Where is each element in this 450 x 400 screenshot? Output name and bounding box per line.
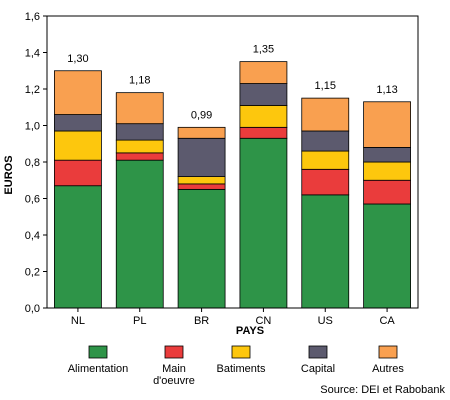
y-tick-label: 0,2 xyxy=(25,267,40,279)
y-tick-label: 0,6 xyxy=(25,194,40,206)
bar-segment-nl-1 xyxy=(54,159,102,187)
y-tick-label: 0,4 xyxy=(25,230,40,242)
y-tick-label: 0,0 xyxy=(25,303,40,315)
source-note: Source: DEI et Rabobank xyxy=(320,384,445,396)
bar-segment-cn-3 xyxy=(239,83,288,106)
bar-segment-us-2 xyxy=(301,150,350,170)
bar-segment-cn-2 xyxy=(239,105,288,128)
bar-segment-pl-2 xyxy=(115,139,164,154)
legend-swatch xyxy=(231,345,251,359)
y-axis-title: EUROS xyxy=(3,155,15,194)
legend-swatch xyxy=(164,345,184,359)
legend-label: Autres xyxy=(372,363,404,375)
x-tick-label: US xyxy=(318,315,333,327)
bar-segment-cn-4 xyxy=(239,61,288,84)
legend-label: Alimentation xyxy=(68,363,129,375)
x-axis-title: PAYS xyxy=(236,325,264,337)
bar-segment-ca-2 xyxy=(363,161,411,181)
y-tick-label: 1,2 xyxy=(25,84,40,96)
bar-total-label: 1,18 xyxy=(129,75,150,87)
legend: Alimentation Main d'oeuvre Batiments Capital… xyxy=(68,345,404,387)
bar-segment-us-3 xyxy=(301,130,350,152)
bar-segment-br-4 xyxy=(177,126,226,139)
axes-layer: 0,0 0,2 0,4 0,6 0,8 1,0 1,2 1,4 1,6 NL PL BR CN US CA xyxy=(25,11,419,327)
y-tick-label: 0,8 xyxy=(25,157,40,169)
bar-segment-us-1 xyxy=(301,168,350,196)
bar-segment-nl-4 xyxy=(54,70,102,115)
y-tick-label: 1,4 xyxy=(25,48,40,60)
legend-label: Main d'oeuvre xyxy=(153,363,195,387)
x-tick-label: BR xyxy=(194,315,209,327)
bar-total-label: 1,13 xyxy=(376,84,397,96)
bar-segment-br-1 xyxy=(177,183,226,190)
x-tick-label: PL xyxy=(133,315,146,327)
bar-total-label: 1,15 xyxy=(315,80,336,92)
bar-segment-br-2 xyxy=(177,176,226,185)
bar-segment-ca-0 xyxy=(363,203,411,309)
legend-label: Batiments xyxy=(217,363,266,375)
bar-segment-nl-3 xyxy=(54,114,102,132)
bar-segment-pl-1 xyxy=(115,152,164,161)
x-tick-label: NL xyxy=(71,315,85,327)
plot-frame xyxy=(46,15,419,309)
bar-total-label: 1,35 xyxy=(253,44,274,56)
legend-swatch xyxy=(308,345,328,359)
bar-segment-cn-1 xyxy=(239,126,288,139)
x-tick-label: CN xyxy=(255,315,271,327)
legend-label: Capital xyxy=(301,363,335,375)
bar-segment-br-3 xyxy=(177,137,226,177)
bars-layer: 1,30 1,18 0,99 1,35 1,15 1,13 xyxy=(54,44,411,309)
bar-segment-pl-0 xyxy=(115,159,164,309)
bar-segment-pl-4 xyxy=(115,92,164,125)
bar-total-label: 0,99 xyxy=(191,109,212,121)
y-tick-label: 1,6 xyxy=(25,11,40,23)
bar-segment-us-0 xyxy=(301,194,350,309)
bar-total-label: 1,30 xyxy=(67,53,88,65)
bar-segment-br-0 xyxy=(177,188,226,309)
y-tick-label: 1,0 xyxy=(25,121,40,133)
bar-segment-us-4 xyxy=(301,97,350,132)
bar-segment-ca-3 xyxy=(363,146,411,163)
bar-segment-cn-0 xyxy=(239,137,288,309)
bar-segment-ca-4 xyxy=(363,101,411,148)
bar-segment-nl-2 xyxy=(54,130,102,161)
legend-swatch xyxy=(88,345,108,359)
bar-segment-nl-0 xyxy=(54,185,102,309)
bar-segment-ca-1 xyxy=(363,179,411,205)
bar-segment-pl-3 xyxy=(115,123,164,141)
legend-swatch xyxy=(378,345,398,359)
x-tick-label: CA xyxy=(379,315,395,327)
